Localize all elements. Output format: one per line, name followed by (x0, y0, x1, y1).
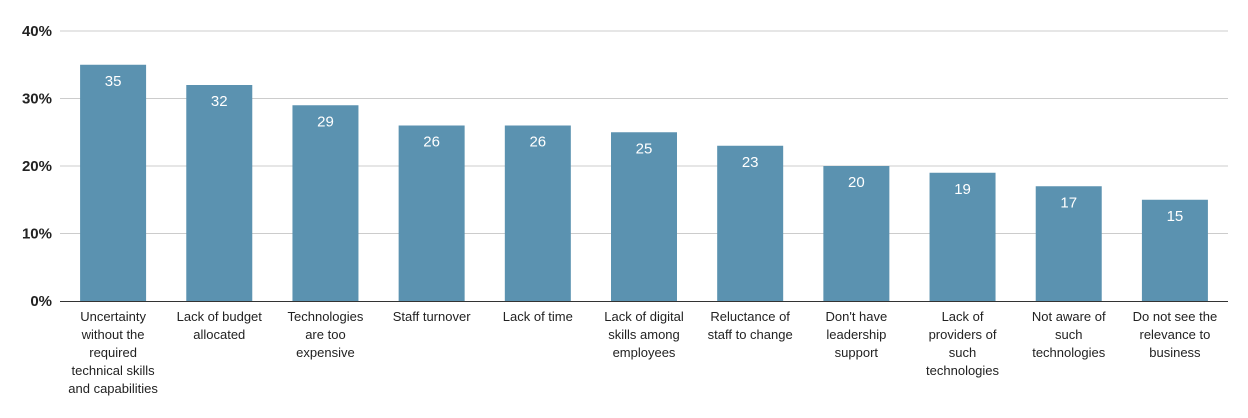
bar (823, 166, 890, 301)
data-label: 26 (423, 134, 440, 151)
bar (1035, 186, 1102, 301)
y-tick-label: 0% (30, 293, 52, 310)
bar (504, 125, 571, 301)
data-label: 32 (211, 93, 228, 110)
x-category-label: Lack of digital skills among employees (604, 309, 684, 360)
data-label: 35 (105, 73, 122, 90)
data-label: 25 (636, 140, 653, 157)
bar (611, 132, 677, 301)
data-labels: 35 32 29 26 26 25 23 20 19 17 15 (105, 73, 1184, 225)
data-label: 19 (954, 181, 971, 198)
bar (717, 145, 784, 301)
bar (398, 125, 465, 301)
x-axis-categories: Uncertainty without the required technical … (68, 309, 1217, 396)
y-tick-label: 30% (22, 91, 52, 108)
x-category-label: Lack of budget allocated (177, 309, 263, 342)
x-category-label: Do not see the relevance to business (1133, 309, 1218, 360)
x-category-label: Lack of time (503, 309, 573, 324)
x-category-label: Staff turnover (393, 309, 471, 324)
y-tick-label: 20% (22, 158, 52, 175)
bar (1141, 199, 1208, 301)
y-axis-ticks: 0% 10% 20% 30% 40% (22, 23, 52, 310)
x-category-label: Not aware of such technologies (1032, 309, 1106, 360)
x-category-label: Technologies are too expensive (288, 309, 364, 360)
x-category-label: Uncertainty without the required technical … (68, 309, 158, 396)
data-label: 17 (1060, 194, 1077, 211)
bars (80, 64, 1208, 301)
data-label: 20 (848, 174, 865, 191)
bar (80, 64, 147, 301)
x-category-label: Don't have leadership support (825, 309, 887, 360)
y-tick-label: 40% (22, 23, 52, 40)
data-label: 15 (1167, 208, 1184, 225)
bar (186, 85, 253, 301)
data-label: 23 (742, 154, 759, 171)
bar (292, 105, 359, 301)
data-label: 29 (317, 113, 334, 130)
y-tick-label: 10% (22, 226, 52, 243)
x-category-label: Lack of providers of such technologies (926, 309, 999, 378)
data-label: 26 (529, 134, 546, 151)
bar (929, 172, 996, 301)
x-category-label: Reluctance of staff to change (708, 309, 793, 342)
